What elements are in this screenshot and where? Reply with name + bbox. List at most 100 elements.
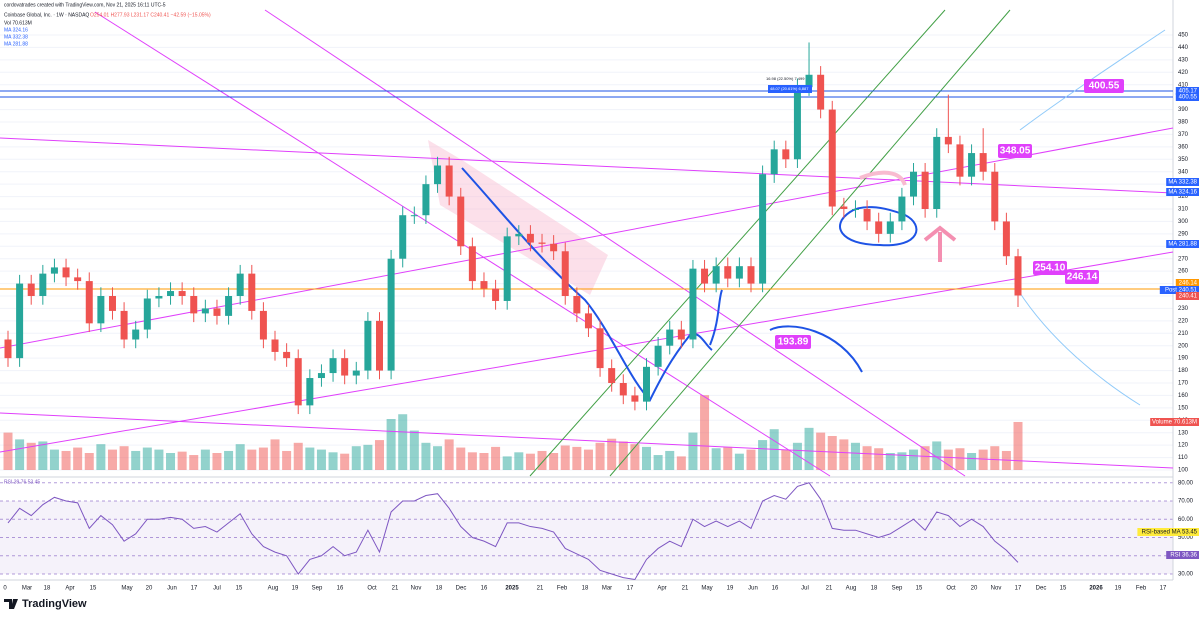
candle-body — [643, 366, 651, 402]
candle-body — [654, 345, 662, 367]
x-tick-label: Sep — [312, 586, 323, 592]
volume-bar — [3, 432, 13, 470]
x-tick-label: Jun — [167, 586, 177, 592]
candle-body — [875, 221, 883, 234]
candle-body — [608, 368, 616, 383]
volume-bar — [688, 432, 698, 470]
volume-bar — [642, 446, 652, 470]
x-tick-label: 20 — [971, 586, 978, 592]
y-tick-label: 420 — [1178, 70, 1189, 76]
candle-body — [434, 165, 442, 185]
candle-body — [271, 339, 279, 352]
candle-body — [933, 136, 941, 209]
volume-bar — [827, 436, 837, 470]
callout-text: 193.89 — [778, 337, 809, 348]
ma-legend: MA 324.16 — [4, 27, 28, 33]
candle-body — [410, 215, 418, 217]
tag-box — [1159, 286, 1199, 294]
legend: cordovatrades created with TradingView.c… — [4, 2, 211, 485]
volume-bar — [166, 453, 176, 470]
x-tick-label: 17 — [1160, 586, 1167, 592]
y-tick-label: 310 — [1178, 207, 1189, 213]
volume-bar — [305, 447, 315, 470]
x-tick-label: May — [701, 586, 712, 592]
volume-bar — [943, 449, 953, 470]
y-tick-label: 340 — [1178, 169, 1189, 175]
volume-bar — [224, 450, 234, 470]
candle-body — [457, 196, 465, 247]
tag-box — [1150, 418, 1199, 426]
trend-line — [264, 9, 966, 477]
trend-line — [0, 412, 1174, 469]
ma-legend: MA 332.38 — [4, 34, 28, 40]
volume-bar — [212, 453, 222, 470]
x-tick-label: Mar — [602, 586, 612, 592]
volume-bar — [84, 453, 94, 470]
candle-body — [97, 296, 105, 324]
x-tick-label: Jul — [801, 586, 809, 592]
candle-body — [352, 370, 360, 376]
candle-body — [968, 153, 976, 177]
candle-body — [817, 74, 825, 110]
candle-body — [422, 184, 430, 216]
volume-bar — [514, 452, 524, 470]
x-tick-label: 18 — [582, 586, 589, 592]
x-tick-label: Feb — [557, 586, 568, 592]
tag-text: 400.55 — [1179, 95, 1198, 101]
candle-body — [259, 310, 267, 340]
candle-body — [317, 373, 325, 379]
candle-body — [248, 273, 256, 311]
volume-bar — [711, 448, 721, 470]
y-tick-label: 370 — [1178, 132, 1189, 138]
candle-body — [863, 209, 871, 222]
candle-body — [468, 246, 476, 282]
volume-bar — [618, 441, 628, 470]
volume-bar — [15, 439, 25, 470]
candle-body — [526, 233, 534, 243]
x-tick-label: Apr — [65, 586, 74, 592]
volume-bar — [340, 453, 350, 470]
x-tick-label: 18 — [44, 586, 51, 592]
arrow — [923, 225, 957, 262]
volume-bar — [932, 441, 942, 470]
candle-body — [921, 171, 929, 209]
x-tick-label: Jun — [748, 586, 758, 592]
price-tag: RSI-based MA 53.45 — [1137, 528, 1199, 536]
logo-icon — [4, 599, 18, 609]
candle-body — [50, 267, 58, 274]
candle-body — [74, 277, 82, 282]
x-tick-label: 17 — [627, 586, 634, 592]
candle-body — [677, 329, 685, 340]
callout-box — [998, 144, 1032, 158]
y-tick-label: 150 — [1178, 405, 1189, 411]
y-tick-label: 290 — [1178, 231, 1189, 237]
candle-body — [503, 236, 511, 301]
volume-bar — [398, 414, 408, 470]
y-tick-label: 160 — [1178, 393, 1189, 399]
x-tick-label: 19 — [1115, 586, 1122, 592]
volume-bar — [549, 453, 559, 470]
candle-body — [550, 243, 558, 252]
volume-bar — [792, 442, 802, 470]
trend-line — [609, 9, 1011, 477]
rsi-tick-label: 30.00 — [1178, 572, 1194, 578]
y-tick-label: 410 — [1178, 82, 1189, 88]
candle-body — [201, 308, 209, 314]
candle-body — [387, 258, 395, 371]
candle-body — [515, 233, 523, 237]
volume-bar — [583, 449, 593, 470]
freehand — [859, 170, 907, 186]
y-tick-label: 270 — [1178, 256, 1189, 262]
volume-bar — [897, 452, 907, 470]
volume-bar — [38, 441, 48, 470]
volume-bar — [676, 456, 686, 470]
candle-body — [213, 308, 221, 316]
volume-bar — [421, 442, 431, 470]
candle-body — [62, 267, 70, 278]
y-tick-label: 390 — [1178, 107, 1189, 113]
x-tick-label: 16 — [481, 586, 488, 592]
volume-bar — [734, 453, 744, 470]
candle-body — [886, 221, 894, 234]
volume-bar — [444, 439, 454, 470]
